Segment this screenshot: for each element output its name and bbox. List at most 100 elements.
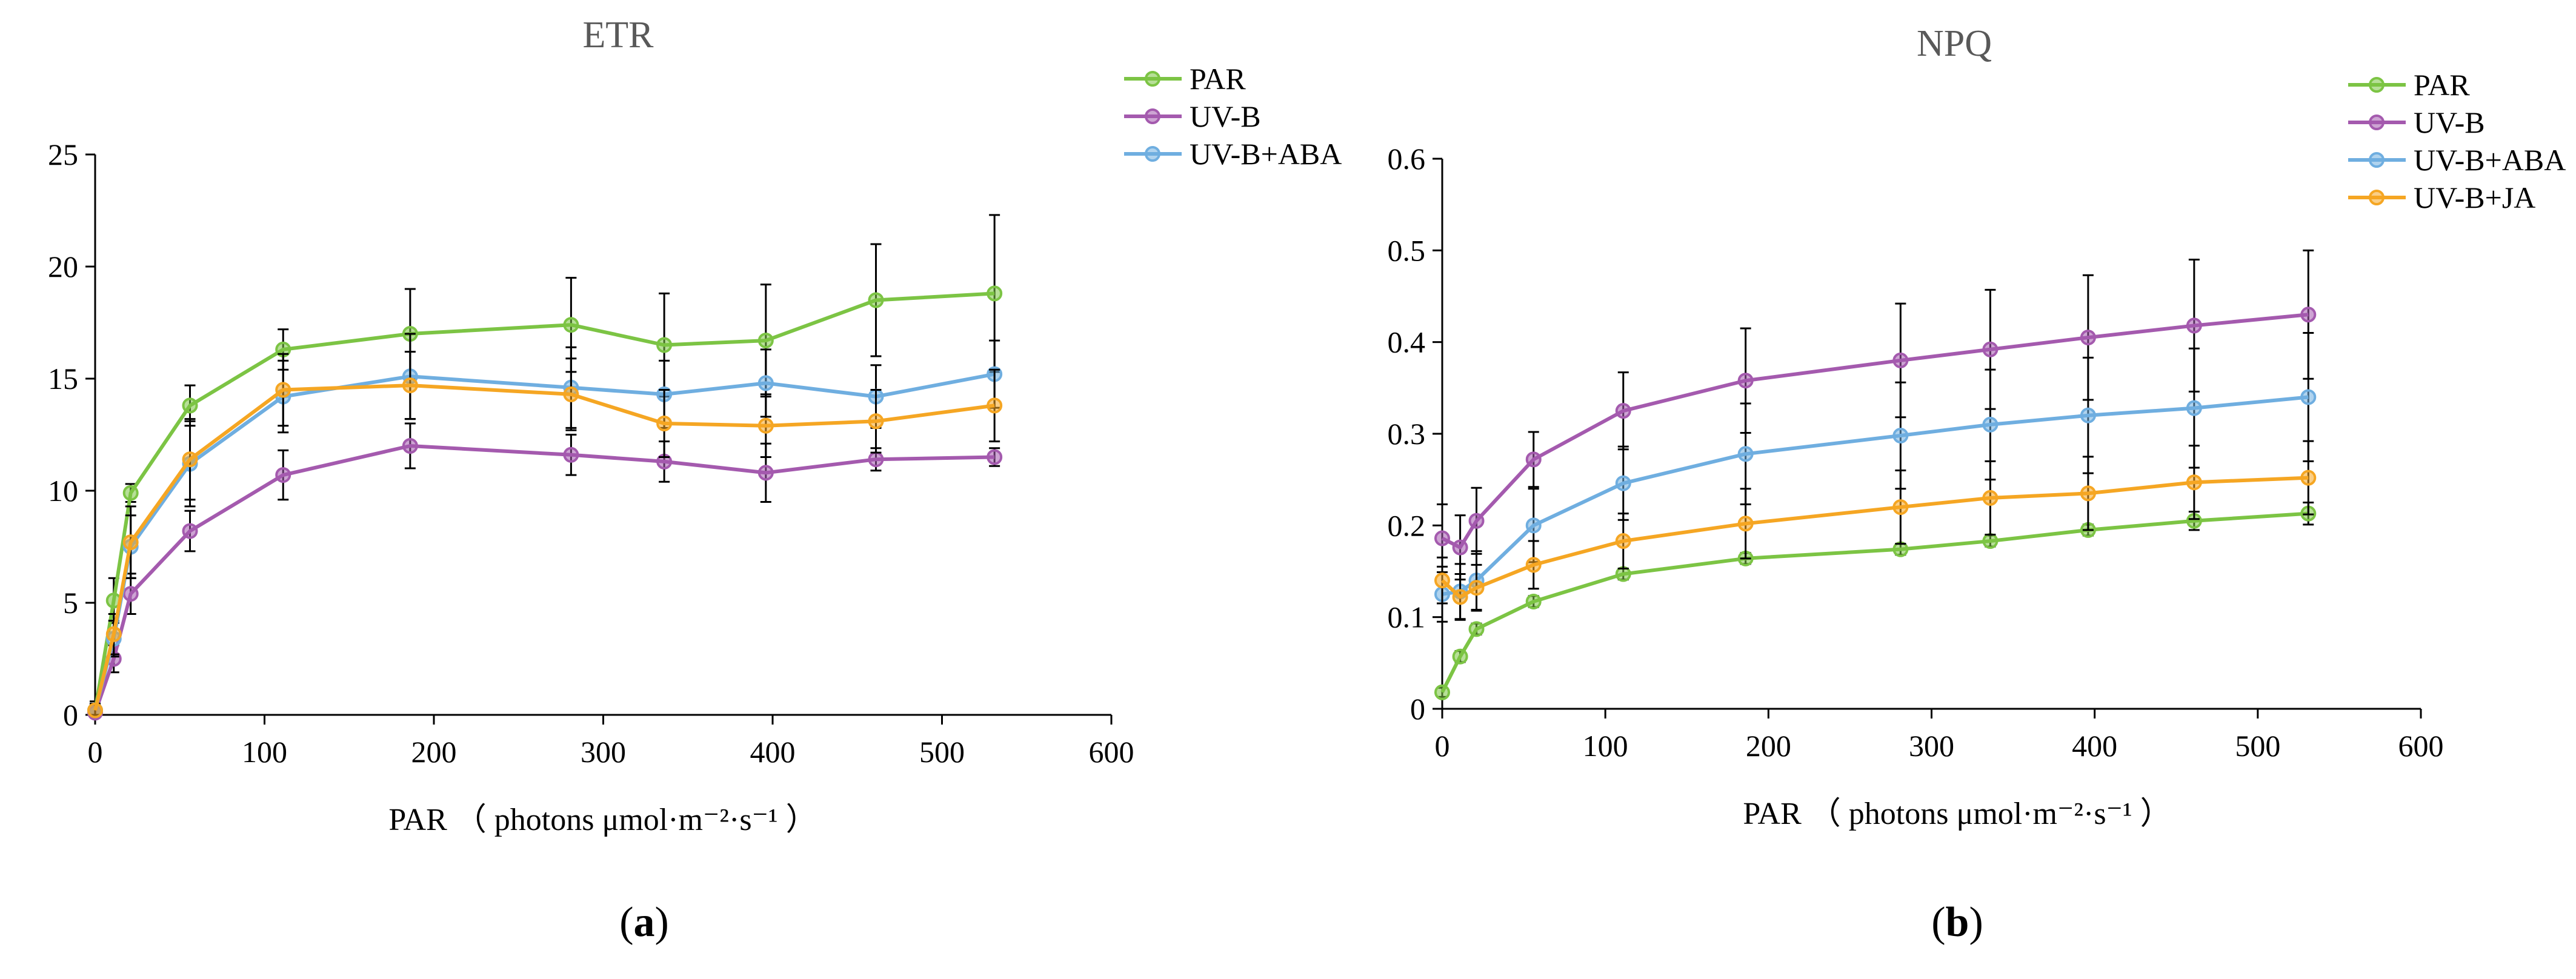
data-point <box>987 397 1003 414</box>
y-tick-label: 25 <box>48 138 78 171</box>
data-point <box>757 465 774 481</box>
panel-label: (b) <box>1931 899 1983 946</box>
series-uv-b-ja <box>87 351 1003 718</box>
x-tick-label: 200 <box>1746 729 1791 763</box>
x-tick-label: 300 <box>581 735 626 769</box>
series-uv-b-ja <box>1434 440 2317 621</box>
x-tick-label: 200 <box>411 735 457 769</box>
x-axis-label: PAR （ photons μmol·m⁻²·s⁻¹ ） <box>388 803 817 837</box>
panel-label: (a) <box>619 899 669 946</box>
series-line <box>1440 511 2309 694</box>
data-point <box>1982 341 1999 357</box>
data-point <box>1525 517 1542 534</box>
data-point <box>105 626 122 642</box>
data-point <box>656 416 673 431</box>
data-point <box>1434 572 1450 589</box>
x-tick-label: 500 <box>2235 729 2280 763</box>
data-point <box>563 446 579 463</box>
y-tick-label: 10 <box>48 474 78 508</box>
data-point <box>1737 373 1754 389</box>
series-line <box>1442 395 2309 596</box>
series-line <box>1441 313 2309 549</box>
legend-marker <box>1145 108 1160 124</box>
legend-marker <box>2369 190 2385 205</box>
chart-panel-b: NPQ 0 100 200 300 400 500 600 0 0.1 0.2 0.3 0.4 0.5 0.… <box>1388 23 2566 946</box>
data-point <box>1982 416 1999 433</box>
legend-label: UV-B+JA <box>2414 181 2535 214</box>
x-tick-label: 600 <box>2398 729 2444 763</box>
y-tick-label: 0.1 <box>1388 600 1426 634</box>
legend-label: UV-B+ABA <box>1190 137 1342 171</box>
legend-marker <box>2369 152 2385 168</box>
series-par <box>1434 502 2317 700</box>
data-point <box>1615 403 1631 419</box>
x-tick-label: 400 <box>750 735 796 769</box>
data-point <box>563 386 579 402</box>
legend-marker <box>2369 114 2385 130</box>
x-tick-label: 0 <box>88 735 103 769</box>
y-tick-label: 5 <box>63 586 78 620</box>
series-par <box>87 214 1003 718</box>
data-point <box>987 449 1003 465</box>
data-point <box>87 702 103 718</box>
data-point <box>1452 539 1468 556</box>
legend-marker <box>1145 146 1160 162</box>
legend-marker <box>2369 77 2385 93</box>
data-point <box>2186 474 2202 491</box>
data-point <box>2080 330 2096 346</box>
data-point <box>1615 475 1631 491</box>
legend-label: PAR <box>1190 62 1246 96</box>
data-point <box>2186 317 2202 334</box>
series-line <box>1440 476 2309 599</box>
x-tick-label: 100 <box>242 735 287 769</box>
data-point <box>868 413 884 430</box>
data-point <box>757 333 774 349</box>
data-point <box>1892 352 1909 368</box>
chart-title: NPQ <box>1917 23 1992 64</box>
data-point <box>182 523 198 539</box>
series-line <box>93 291 995 711</box>
chart-title: ETR <box>582 15 654 56</box>
y-tick-label: 0.3 <box>1388 417 1426 451</box>
series-uv-b <box>1434 249 2317 581</box>
legend-label: PAR <box>2414 68 2470 102</box>
chart-panel-a: ETR 0 100 200 300 400 500 600 0 5 10 15 20 25 PAR （ ph… <box>48 15 1342 946</box>
data-point <box>1892 428 1909 444</box>
data-point <box>757 417 774 434</box>
data-point <box>1525 557 1542 573</box>
series-line <box>93 372 995 711</box>
y-tick-label: 0 <box>1410 692 1425 726</box>
data-point <box>2300 307 2317 323</box>
data-point <box>1434 684 1450 700</box>
data-point <box>402 438 418 454</box>
x-tick-label: 500 <box>919 735 965 769</box>
data-point <box>2300 389 2317 405</box>
series-uv-b-aba <box>1434 332 2317 623</box>
data-point <box>402 377 418 394</box>
data-point <box>1615 533 1631 549</box>
data-point <box>122 485 139 501</box>
data-point <box>987 285 1003 302</box>
data-point <box>1452 589 1468 605</box>
data-point <box>122 586 139 602</box>
data-point <box>182 451 198 468</box>
y-tick-label: 0.2 <box>1388 508 1426 542</box>
series-line <box>93 444 995 714</box>
data-point <box>868 292 884 308</box>
data-point <box>1982 490 1999 506</box>
data-point <box>1525 593 1542 609</box>
data-point <box>2186 400 2202 416</box>
data-point <box>2300 470 2317 486</box>
x-tick-label: 600 <box>1089 735 1134 769</box>
data-point <box>2080 485 2096 502</box>
data-point <box>868 451 884 468</box>
x-tick-label: 100 <box>1583 729 1628 763</box>
data-point <box>1892 499 1909 516</box>
x-tick-label: 300 <box>1909 729 1954 763</box>
data-point <box>275 382 291 398</box>
y-tick-label: 0.6 <box>1388 142 1426 176</box>
